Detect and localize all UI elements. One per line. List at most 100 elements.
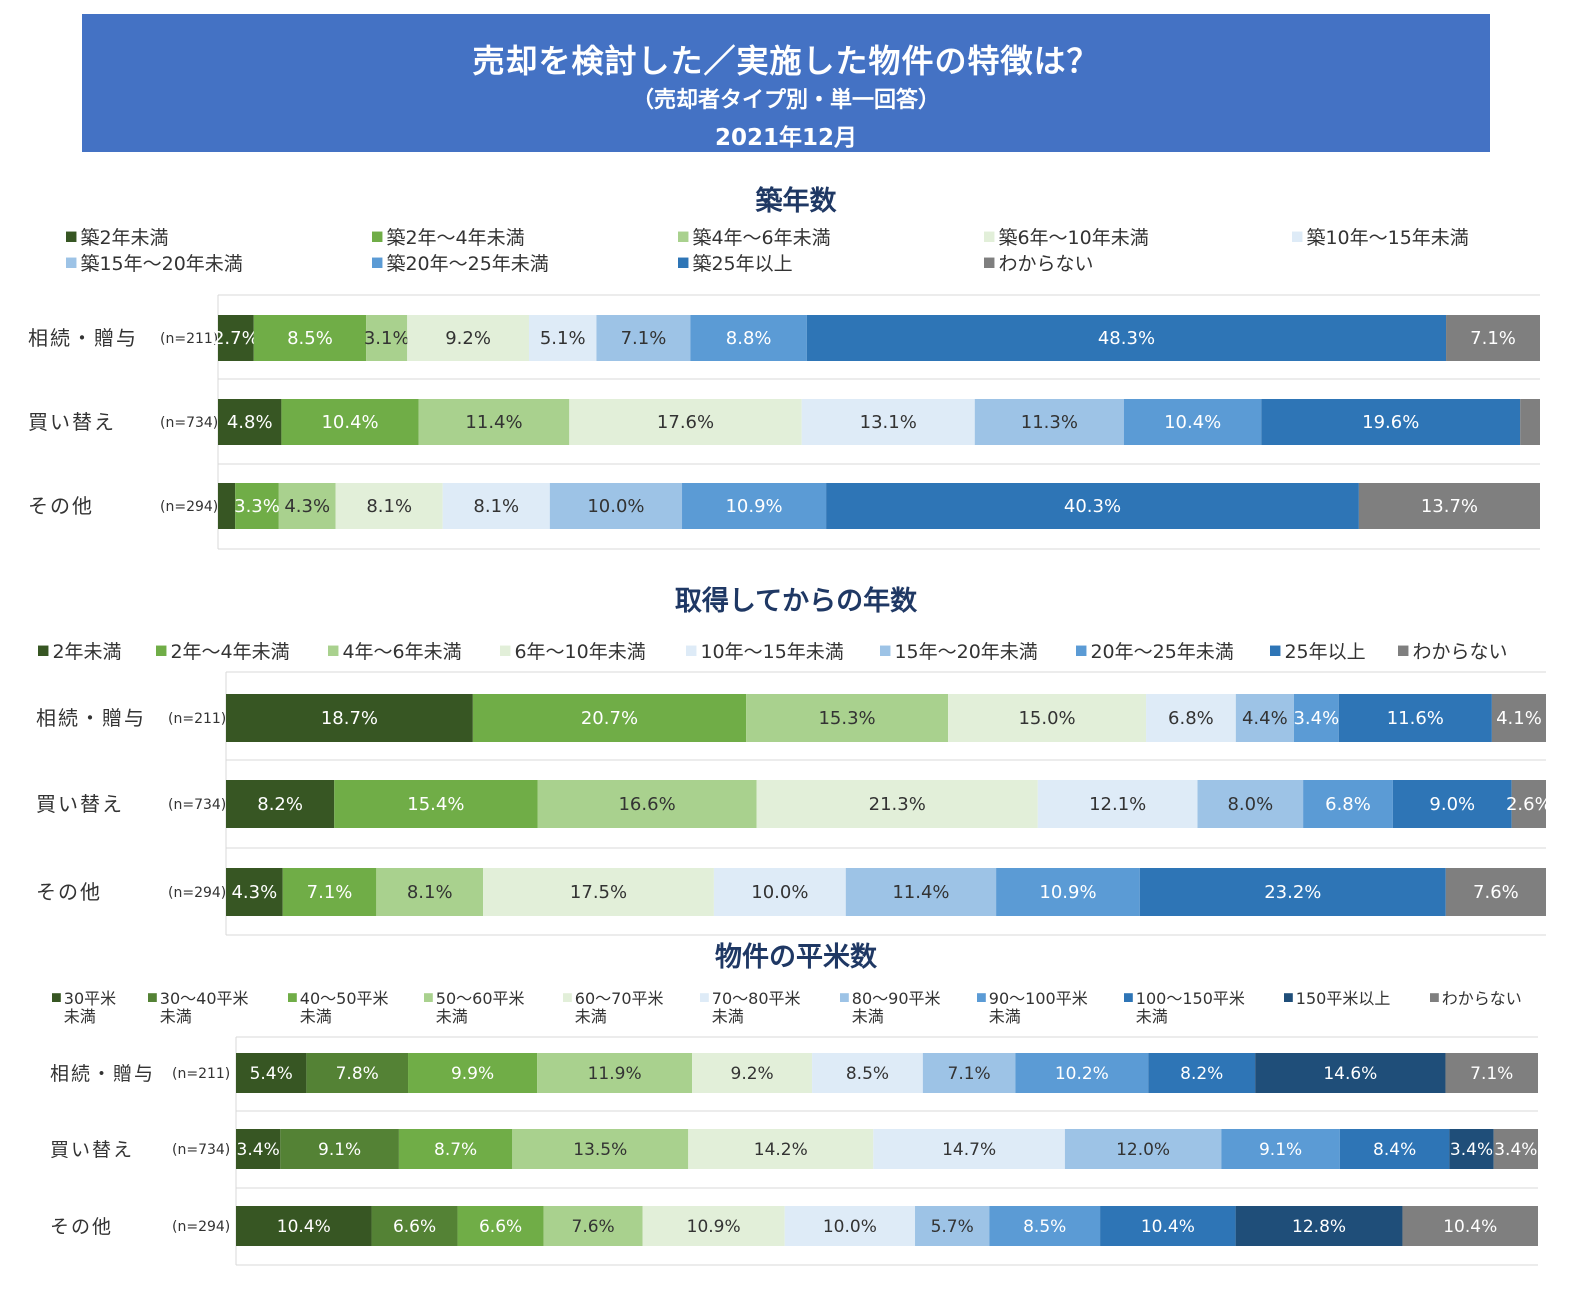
bar-segment bbox=[1037, 780, 1198, 828]
legend-label-line2: 未満 bbox=[575, 1007, 607, 1026]
data-label: 9.2% bbox=[445, 328, 491, 349]
data-label: 8.1% bbox=[407, 882, 453, 903]
legend-item: 築20年～25年未満 bbox=[372, 253, 549, 275]
bar-segment bbox=[1255, 1053, 1446, 1093]
data-label: 14.7% bbox=[942, 1140, 996, 1160]
bar-segment bbox=[948, 694, 1147, 742]
data-label: 10.9% bbox=[725, 496, 782, 517]
data-label: 4.3% bbox=[284, 496, 330, 517]
bar-segment bbox=[253, 315, 367, 361]
bar-segment bbox=[801, 399, 975, 445]
legend-item: わからない bbox=[1398, 641, 1507, 663]
data-label: 13.1% bbox=[860, 412, 917, 433]
legend: 2年未満 2年～4年未満 4年～6年未満 6年～10年未満 10年～15年未満 15年～2… bbox=[38, 641, 1507, 663]
bar-segment bbox=[1139, 868, 1446, 916]
data-label: 13.5% bbox=[573, 1140, 627, 1160]
legend-swatch bbox=[984, 257, 995, 268]
bar-segment bbox=[826, 483, 1359, 529]
data-label: 8.4% bbox=[1373, 1140, 1416, 1160]
data-label: 6.6% bbox=[393, 1217, 436, 1237]
legend-label-line2: 未満 bbox=[160, 1007, 192, 1026]
data-label: 3.3% bbox=[234, 496, 280, 517]
data-label: 23.2% bbox=[1264, 882, 1321, 903]
bar-segment bbox=[806, 315, 1447, 361]
data-label: 11.4% bbox=[465, 412, 522, 433]
bar-segment bbox=[282, 868, 377, 916]
data-label: 10.0% bbox=[587, 496, 644, 517]
bar-segment bbox=[1221, 1129, 1340, 1169]
data-label: 2.6% bbox=[1506, 794, 1552, 815]
legend-swatch bbox=[52, 993, 61, 1002]
legend-swatch bbox=[686, 645, 697, 656]
legend-swatch bbox=[1124, 993, 1133, 1002]
legend-label: 築6年～10年未満 bbox=[998, 227, 1148, 249]
bar-segment bbox=[692, 1053, 813, 1093]
data-label: 4.4% bbox=[1242, 708, 1288, 729]
data-label: 8.1% bbox=[473, 496, 519, 517]
data-label: 10.4% bbox=[277, 1217, 331, 1237]
bar-segment bbox=[1197, 780, 1304, 828]
legend-item: 150平米以上 bbox=[1284, 989, 1390, 1008]
bar-segment bbox=[1261, 399, 1521, 445]
data-label: 8.5% bbox=[1023, 1217, 1066, 1237]
bar-segment bbox=[1449, 1129, 1494, 1169]
data-label: 3.4% bbox=[1494, 1140, 1537, 1160]
legend-swatch bbox=[678, 231, 689, 242]
data-label: 8.5% bbox=[287, 328, 333, 349]
legend-label: わからない bbox=[1412, 641, 1507, 663]
data-label: 4.8% bbox=[227, 412, 273, 433]
data-label: 8.0% bbox=[1227, 794, 1273, 815]
legend-label: 50～60平米 bbox=[436, 989, 525, 1008]
legend-label-line2: 未満 bbox=[989, 1007, 1021, 1026]
data-label: 9.9% bbox=[451, 1064, 494, 1084]
legend-label: 20年～25年未満 bbox=[1090, 641, 1233, 663]
bar-segment bbox=[218, 315, 254, 361]
sample-size-label: (n=211) bbox=[168, 711, 226, 727]
bar-segment bbox=[1064, 1129, 1222, 1169]
bar-segment bbox=[1293, 694, 1339, 742]
data-label: 13.7% bbox=[1421, 496, 1478, 517]
legend-swatch bbox=[1076, 645, 1087, 656]
bar-segment bbox=[335, 483, 443, 529]
bar-segment bbox=[1146, 694, 1236, 742]
legend-label-line2: 未満 bbox=[712, 1007, 744, 1026]
bar-row: 相続・贈与 (n=211) 18.7% 20.7% 15.3% 15.0% 6.8% 4.4%… bbox=[36, 694, 1546, 742]
bar-segment bbox=[1015, 1053, 1149, 1093]
legend-label: 30平米 bbox=[64, 989, 116, 1008]
bar-segment bbox=[642, 1206, 785, 1246]
bar-row: その他 (n=294) 3.3% 4.3% 8.1% 8.1% 10.0% 10.9% 40.3… bbox=[28, 483, 1540, 529]
bar-row: 買い替え (n=734) 4.8% 10.4% 11.4% 17.6% 13.1% 11.3%… bbox=[28, 399, 1540, 445]
bar-segment bbox=[376, 868, 484, 916]
bar-segment bbox=[543, 1206, 643, 1246]
data-label: 9.0% bbox=[1429, 794, 1475, 815]
legend-swatch bbox=[66, 257, 77, 268]
sample-size-label: (n=294) bbox=[160, 499, 218, 515]
data-label: 3.1% bbox=[364, 328, 410, 349]
bar-segment bbox=[278, 483, 336, 529]
legend-swatch bbox=[156, 645, 167, 656]
legend-item: 20年～25年未満 bbox=[1076, 641, 1234, 663]
data-label: 10.4% bbox=[1141, 1217, 1195, 1237]
legend-item: 2年未満 bbox=[38, 641, 122, 663]
bar-segment bbox=[334, 780, 538, 828]
data-label: 5.7% bbox=[931, 1217, 974, 1237]
legend-swatch bbox=[148, 993, 157, 1002]
title-banner: 売却を検討した／実施した物件の特徴は？ （売却者タイプ別・単一回答） 2021年… bbox=[82, 14, 1490, 152]
data-label: 17.6% bbox=[657, 412, 714, 433]
sample-size-label: (n=211) bbox=[172, 1066, 230, 1082]
data-label: 3.4% bbox=[1293, 708, 1339, 729]
bar-segment bbox=[915, 1206, 990, 1246]
bar-segment bbox=[1402, 1206, 1538, 1246]
bar-row: その他 (n=294) 10.4% 6.6% 6.6% 7.6% 10.9% 10.0% 5.7… bbox=[50, 1206, 1538, 1246]
bar-segment bbox=[418, 399, 570, 445]
data-label: 11.9% bbox=[588, 1064, 642, 1084]
legend-label: 15年～20年未満 bbox=[894, 641, 1037, 663]
legend-swatch bbox=[38, 645, 49, 656]
bar-segment bbox=[218, 483, 236, 529]
legend-label: 築2年～4年未満 bbox=[386, 227, 524, 249]
bar-segment bbox=[236, 1129, 281, 1169]
data-label: 8.7% bbox=[434, 1140, 477, 1160]
bar-segment bbox=[1235, 694, 1294, 742]
legend-label-line2: 未満 bbox=[64, 1007, 96, 1026]
